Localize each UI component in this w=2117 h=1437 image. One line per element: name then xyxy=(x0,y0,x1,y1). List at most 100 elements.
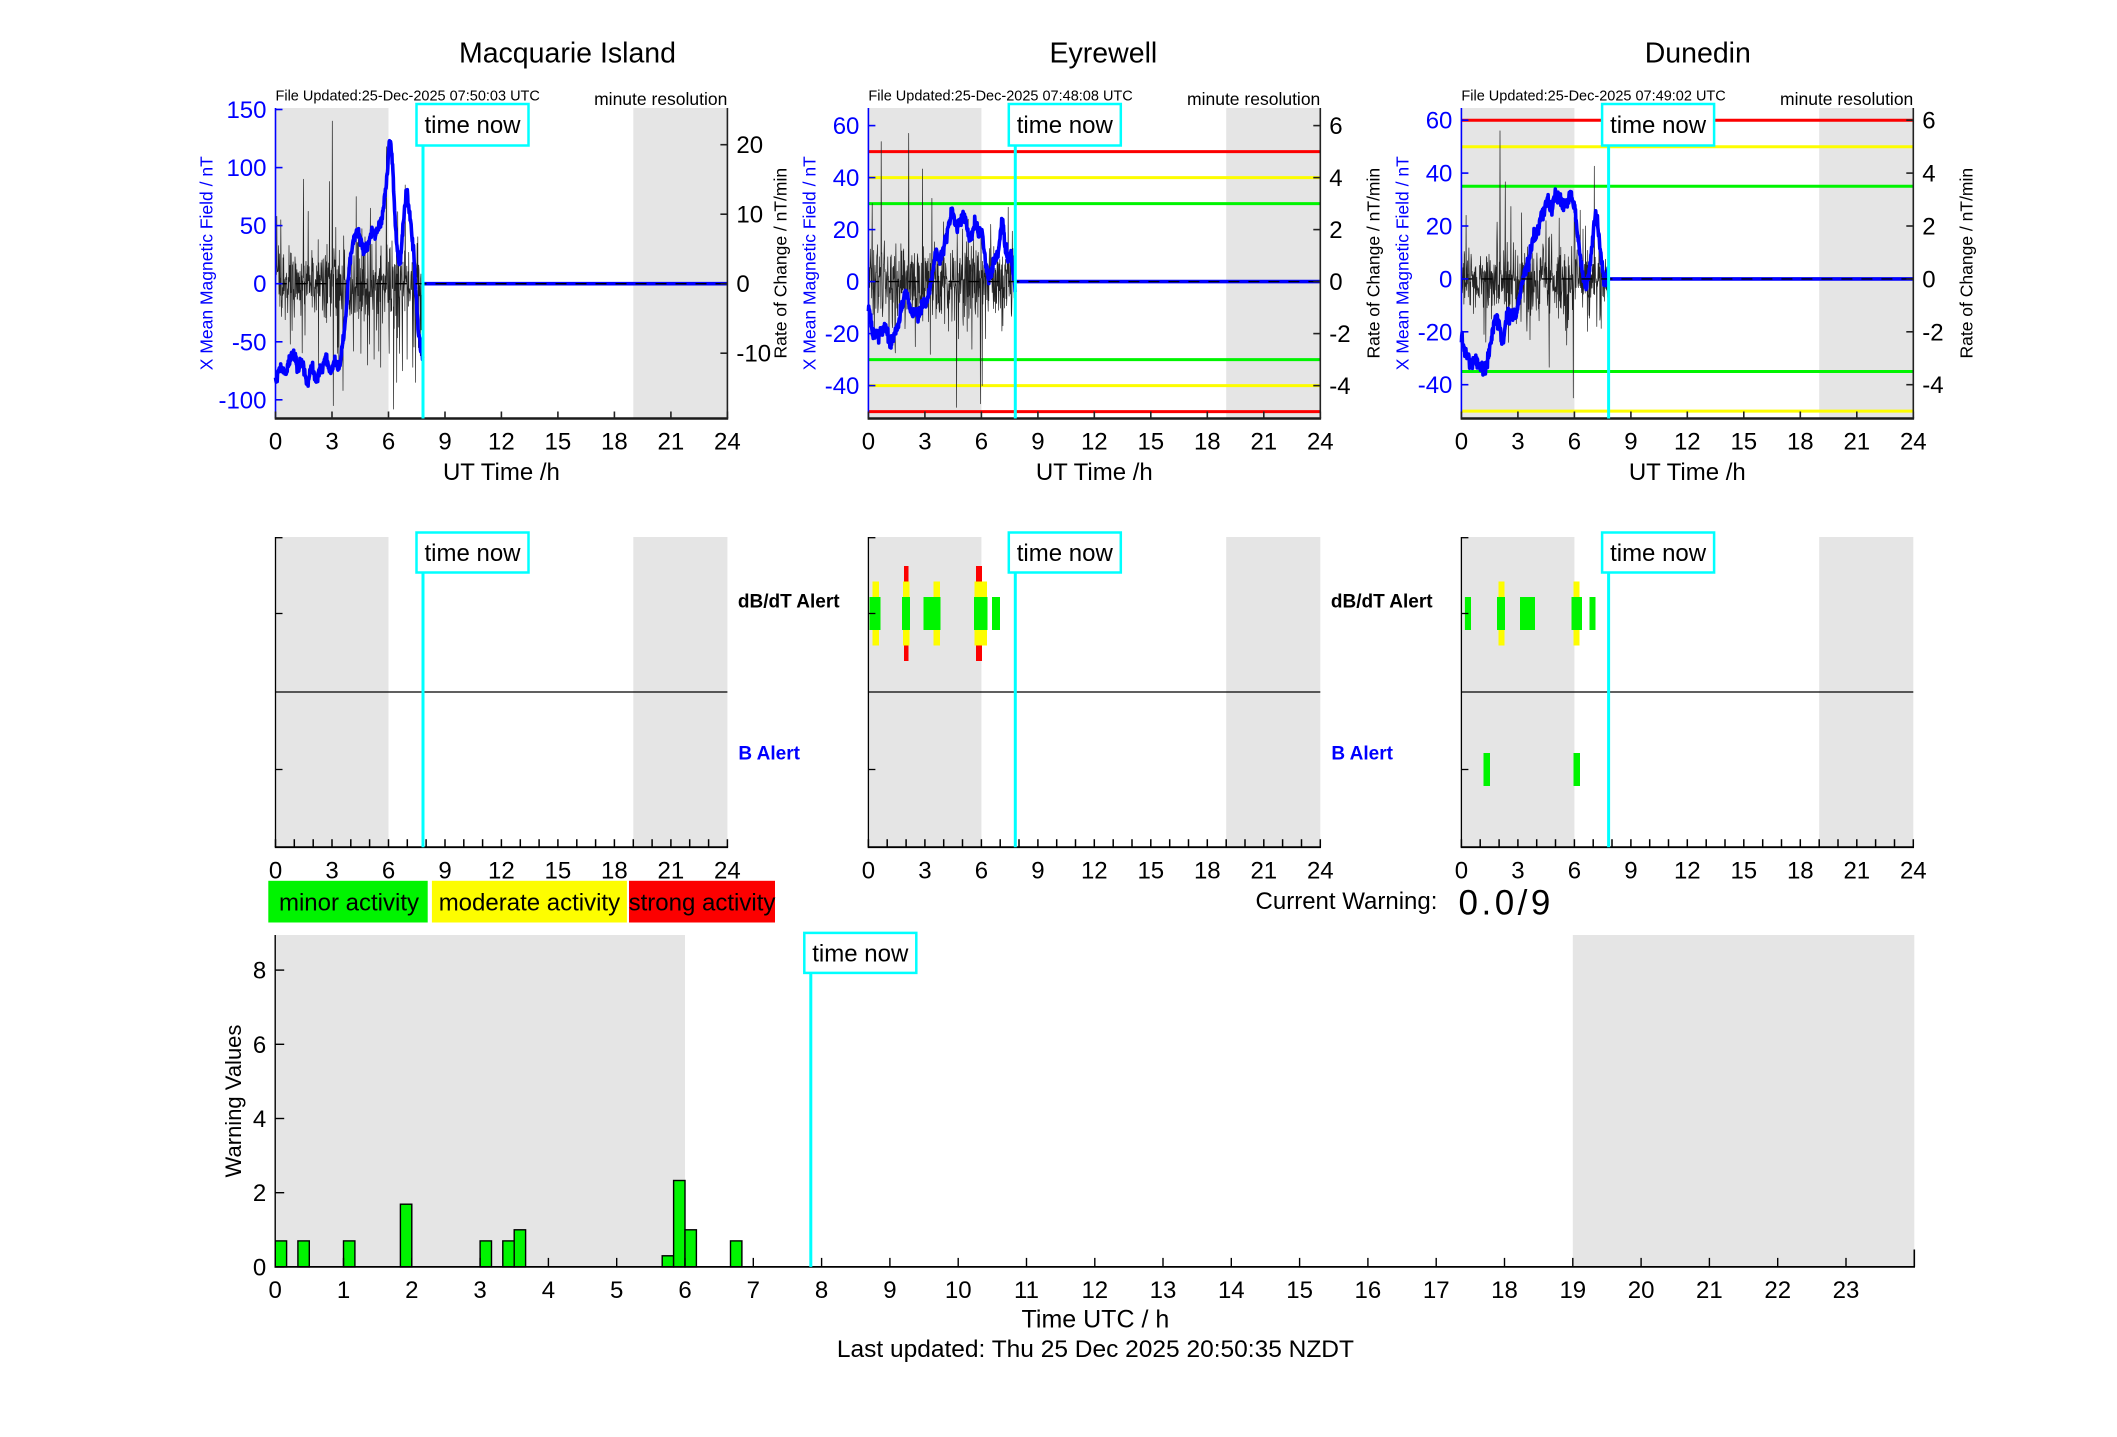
svg-text:15: 15 xyxy=(545,858,572,885)
svg-text:12: 12 xyxy=(488,429,515,456)
svg-text:6: 6 xyxy=(1329,113,1342,140)
svg-text:minute resolution: minute resolution xyxy=(1780,89,1913,109)
svg-text:X Mean Magnetic Field / nT: X Mean Magnetic Field / nT xyxy=(197,156,217,370)
svg-text:23: 23 xyxy=(1833,1277,1860,1304)
svg-text:6: 6 xyxy=(253,1032,266,1059)
svg-text:21: 21 xyxy=(658,858,685,885)
svg-text:9: 9 xyxy=(1624,858,1637,885)
svg-text:dB/dT Alert: dB/dT Alert xyxy=(738,592,840,613)
svg-text:File Updated:25-Dec-2025 07:48: File Updated:25-Dec-2025 07:48:08 UTC xyxy=(868,88,1132,104)
svg-text:8: 8 xyxy=(253,958,266,985)
svg-text:minor activity: minor activity xyxy=(279,890,419,917)
svg-text:21: 21 xyxy=(1843,858,1870,885)
svg-text:3: 3 xyxy=(325,429,338,456)
svg-text:0: 0 xyxy=(862,429,875,456)
svg-text:6: 6 xyxy=(1568,429,1581,456)
svg-text:6: 6 xyxy=(1922,108,1935,135)
svg-text:9: 9 xyxy=(1624,429,1637,456)
svg-text:21: 21 xyxy=(1696,1277,1723,1304)
svg-text:UT Time /h: UT Time /h xyxy=(1629,459,1746,486)
svg-text:2: 2 xyxy=(1329,217,1342,244)
svg-text:time now: time now xyxy=(1017,540,1114,567)
svg-text:20: 20 xyxy=(1426,214,1453,241)
svg-text:0: 0 xyxy=(269,1277,282,1304)
svg-text:X Mean Magnetic Field / nT: X Mean Magnetic Field / nT xyxy=(799,156,819,370)
svg-text:4: 4 xyxy=(253,1106,266,1133)
svg-text:0: 0 xyxy=(862,858,875,885)
svg-text:9: 9 xyxy=(1031,429,1044,456)
svg-text:15: 15 xyxy=(1730,429,1757,456)
svg-text:0: 0 xyxy=(1455,429,1468,456)
svg-text:B Alert: B Alert xyxy=(1331,744,1393,765)
svg-text:6: 6 xyxy=(382,858,395,885)
svg-text:time now: time now xyxy=(424,112,521,139)
svg-text:B Alert: B Alert xyxy=(738,744,800,765)
svg-text:11: 11 xyxy=(1014,1277,1039,1304)
svg-text:19: 19 xyxy=(1559,1277,1586,1304)
svg-text:Rate of Change / nT/min: Rate of Change / nT/min xyxy=(770,168,790,359)
svg-text:Macquarie Island: Macquarie Island xyxy=(459,37,676,69)
svg-text:24: 24 xyxy=(714,858,741,885)
svg-text:3: 3 xyxy=(918,429,931,456)
svg-text:9: 9 xyxy=(883,1277,896,1304)
svg-text:-10: -10 xyxy=(736,341,771,368)
svg-text:50: 50 xyxy=(240,213,267,240)
svg-text:-20: -20 xyxy=(1418,319,1453,346)
svg-text:20: 20 xyxy=(1628,1277,1655,1304)
svg-text:X Mean Magnetic Field / nT: X Mean Magnetic Field / nT xyxy=(1392,156,1412,370)
svg-text:18: 18 xyxy=(601,429,628,456)
svg-text:2: 2 xyxy=(405,1277,418,1304)
svg-text:22: 22 xyxy=(1764,1277,1791,1304)
svg-text:12: 12 xyxy=(1081,858,1108,885)
svg-text:time now: time now xyxy=(1610,540,1707,567)
svg-text:20: 20 xyxy=(736,132,763,159)
svg-text:Current Warning:: Current Warning: xyxy=(1256,888,1438,915)
svg-text:40: 40 xyxy=(833,165,860,192)
svg-text:3: 3 xyxy=(1511,429,1524,456)
svg-text:File Updated:25-Dec-2025 07:50: File Updated:25-Dec-2025 07:50:03 UTC xyxy=(276,88,540,104)
svg-text:minute resolution: minute resolution xyxy=(594,89,727,109)
svg-text:18: 18 xyxy=(1491,1277,1518,1304)
svg-text:-100: -100 xyxy=(218,387,266,414)
svg-text:0.0/9: 0.0/9 xyxy=(1459,884,1554,923)
svg-text:0: 0 xyxy=(1455,858,1468,885)
svg-text:2: 2 xyxy=(253,1180,266,1207)
svg-text:-2: -2 xyxy=(1329,321,1350,348)
svg-text:100: 100 xyxy=(226,155,266,182)
svg-text:Last updated: Thu 25 Dec 2025: Last updated: Thu 25 Dec 2025 20:50:35 N… xyxy=(837,1336,1354,1363)
svg-text:7: 7 xyxy=(747,1277,760,1304)
svg-text:moderate activity: moderate activity xyxy=(439,890,620,917)
svg-text:15: 15 xyxy=(1286,1277,1313,1304)
svg-text:0: 0 xyxy=(1439,266,1452,293)
svg-text:6: 6 xyxy=(1568,858,1581,885)
svg-text:Time UTC / h: Time UTC / h xyxy=(1022,1305,1170,1333)
svg-text:0: 0 xyxy=(1922,266,1935,293)
svg-text:2: 2 xyxy=(1922,214,1935,241)
svg-text:40: 40 xyxy=(1426,161,1453,188)
svg-text:Rate of Change / nT/min: Rate of Change / nT/min xyxy=(1363,168,1383,359)
svg-text:6: 6 xyxy=(975,429,988,456)
svg-text:0: 0 xyxy=(736,271,749,298)
svg-text:8: 8 xyxy=(815,1277,828,1304)
svg-text:12: 12 xyxy=(1081,1277,1108,1304)
svg-text:time now: time now xyxy=(1017,112,1114,139)
svg-text:0: 0 xyxy=(1329,269,1342,296)
svg-text:21: 21 xyxy=(1250,858,1277,885)
svg-text:File Updated:25-Dec-2025 07:49: File Updated:25-Dec-2025 07:49:02 UTC xyxy=(1461,88,1725,104)
svg-text:60: 60 xyxy=(833,113,860,140)
svg-text:0: 0 xyxy=(253,1254,266,1281)
svg-text:24: 24 xyxy=(1900,429,1927,456)
svg-text:14: 14 xyxy=(1218,1277,1245,1304)
svg-text:24: 24 xyxy=(1307,858,1334,885)
svg-text:12: 12 xyxy=(1674,429,1701,456)
svg-text:18: 18 xyxy=(1787,858,1814,885)
svg-text:15: 15 xyxy=(1730,858,1757,885)
svg-text:9: 9 xyxy=(438,429,451,456)
svg-text:0: 0 xyxy=(846,269,859,296)
svg-text:strong activity: strong activity xyxy=(629,890,776,917)
svg-text:3: 3 xyxy=(325,858,338,885)
svg-text:10: 10 xyxy=(736,202,763,229)
svg-text:12: 12 xyxy=(1674,858,1701,885)
svg-text:-20: -20 xyxy=(825,321,860,348)
svg-text:time now: time now xyxy=(812,941,909,968)
